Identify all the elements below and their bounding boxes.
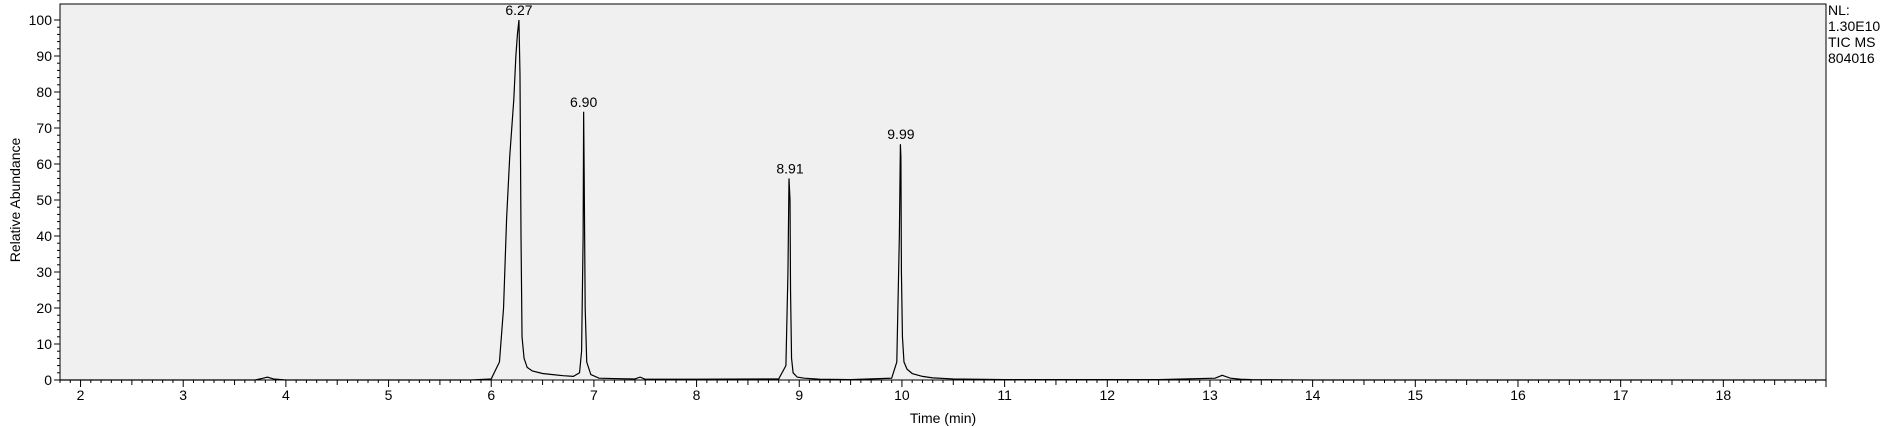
x-tick-label: 9 — [795, 387, 803, 403]
y-tick-label: 0 — [44, 372, 52, 388]
y-tick-label: 80 — [36, 84, 52, 100]
plot-area — [59, 3, 1827, 381]
x-tick-label: 3 — [179, 387, 187, 403]
peak-label: 6.27 — [505, 2, 532, 18]
x-axis-title: Time (min) — [910, 410, 976, 426]
y-tick-label: 20 — [36, 300, 52, 316]
x-tick-label: 2 — [77, 387, 85, 403]
y-tick-label: 70 — [36, 120, 52, 136]
x-tick-label: 5 — [385, 387, 393, 403]
x-tick-label: 13 — [1202, 387, 1218, 403]
info-line: 804016 — [1828, 50, 1875, 66]
x-tick-label: 7 — [590, 387, 598, 403]
y-tick-label: 30 — [36, 264, 52, 280]
info-line: TIC MS — [1828, 34, 1875, 50]
x-tick-label: 14 — [1305, 387, 1321, 403]
x-tick-label: 16 — [1510, 387, 1526, 403]
y-axis-title: Relative Abundance — [7, 138, 23, 263]
x-tick-label: 17 — [1613, 387, 1629, 403]
peak-label: 6.90 — [570, 94, 597, 110]
x-axis: 2 3 4 5 6 7 8 9 10 11 12 13 14 15 16 17 18 — [59, 380, 1827, 403]
peak-label: 8.91 — [776, 160, 803, 176]
peak-label: 9.99 — [887, 126, 914, 142]
x-tick-label: 10 — [894, 387, 910, 403]
peak-labels: 6.27 6.90 8.91 9.99 — [505, 2, 914, 176]
x-tick-label: 11 — [997, 387, 1012, 403]
y-tick-label: 50 — [36, 192, 52, 208]
info-line: NL: — [1828, 2, 1850, 18]
y-tick-label: 60 — [36, 156, 52, 172]
x-tick-label: 12 — [1099, 387, 1115, 403]
x-tick-label: 8 — [693, 387, 701, 403]
x-tick-label: 18 — [1716, 387, 1732, 403]
tic-trace — [60, 19, 1826, 381]
y-axis: 0 10 20 30 40 50 60 70 80 90 100 — [29, 12, 60, 388]
y-tick-label: 40 — [36, 228, 52, 244]
y-tick-label: 90 — [36, 48, 52, 64]
y-tick-label: 100 — [29, 12, 53, 28]
info-line: 1.30E10 — [1828, 18, 1880, 34]
x-tick-label: 6 — [487, 387, 495, 403]
y-tick-label: 10 — [36, 336, 52, 352]
x-tick-label: 15 — [1408, 387, 1424, 403]
x-tick-label: 4 — [282, 387, 290, 403]
